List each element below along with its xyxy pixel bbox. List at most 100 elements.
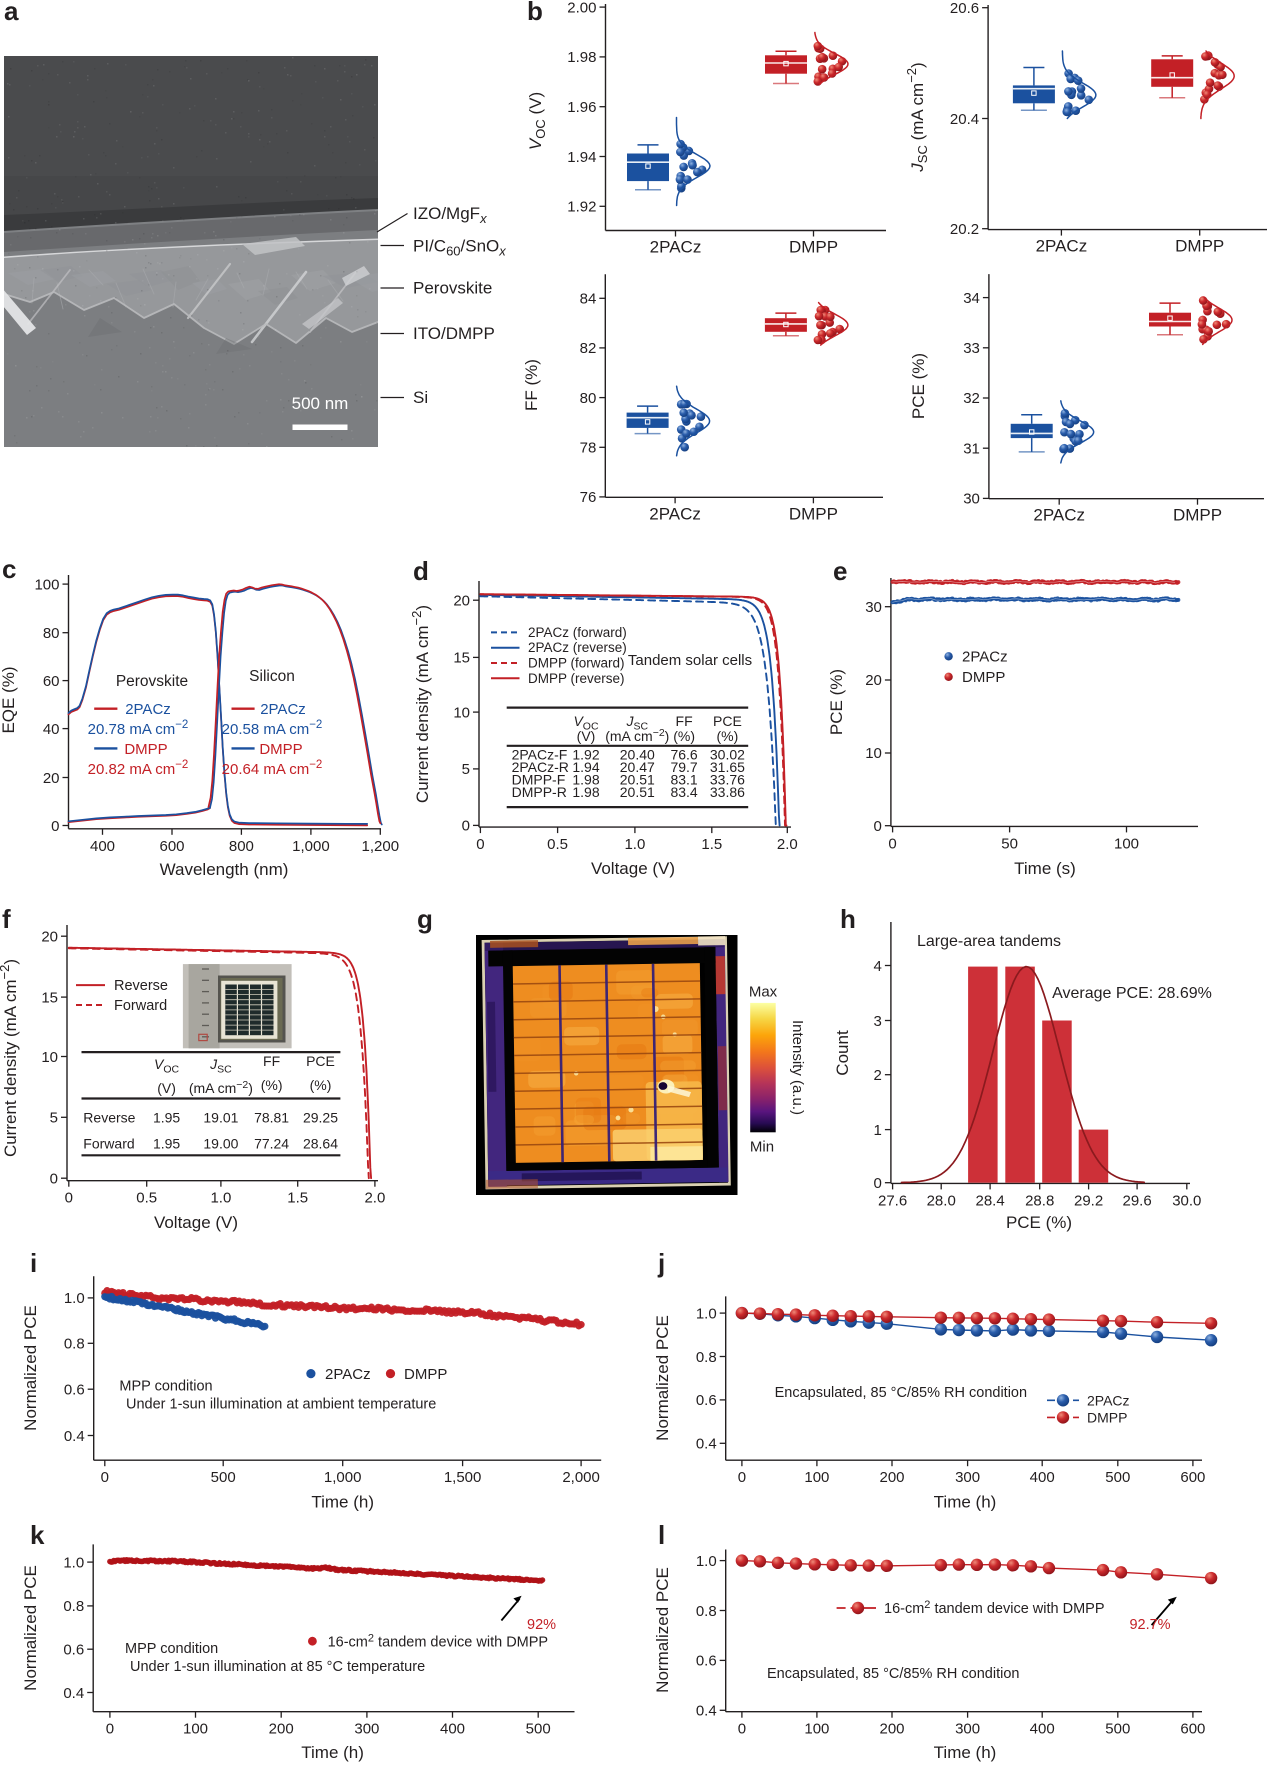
svg-text:0.6: 0.6: [696, 1653, 717, 1670]
svg-text:0: 0: [65, 1190, 73, 1207]
svg-text:DMPP: DMPP: [1173, 506, 1222, 525]
svg-text:20: 20: [865, 672, 882, 689]
svg-text:PCE: PCE: [713, 713, 742, 729]
svg-text:27.6: 27.6: [878, 1192, 907, 1209]
svg-text:1.95: 1.95: [153, 1109, 180, 1125]
svg-text:Perovskite: Perovskite: [413, 279, 492, 298]
svg-text:1.96: 1.96: [567, 99, 596, 116]
svg-text:100: 100: [34, 576, 59, 593]
svg-text:0: 0: [738, 1469, 746, 1486]
svg-text:Voltage (V): Voltage (V): [154, 1213, 238, 1232]
svg-text:Min: Min: [750, 1139, 774, 1156]
svg-text:DMPP: DMPP: [124, 741, 167, 758]
svg-text:DMPP (reverse): DMPP (reverse): [528, 671, 625, 686]
svg-text:1.98: 1.98: [572, 772, 599, 788]
svg-text:2PACz: 2PACz: [650, 238, 702, 257]
svg-text:92%: 92%: [527, 1617, 556, 1633]
svg-text:1,500: 1,500: [444, 1469, 482, 1486]
svg-text:0.4: 0.4: [696, 1436, 717, 1453]
svg-text:Current density (mA cm−2): Current density (mA cm−2): [0, 959, 20, 1157]
svg-text:DMPP: DMPP: [962, 669, 1005, 686]
svg-text:Max: Max: [749, 984, 778, 1001]
svg-text:0.8: 0.8: [64, 1336, 85, 1353]
svg-text:2.0: 2.0: [777, 836, 798, 853]
svg-text:78: 78: [580, 440, 597, 457]
svg-text:0.8: 0.8: [63, 1598, 84, 1615]
svg-text:Normalized PCE: Normalized PCE: [653, 1567, 672, 1693]
svg-text:20.64 mA cm−2: 20.64 mA cm−2: [222, 759, 323, 778]
svg-text:2: 2: [874, 1067, 882, 1084]
svg-text:1,000: 1,000: [324, 1469, 362, 1486]
svg-text:28.0: 28.0: [927, 1192, 956, 1209]
svg-text:1,200: 1,200: [362, 838, 400, 855]
svg-text:Wavelength (nm): Wavelength (nm): [160, 860, 289, 879]
svg-text:100: 100: [1114, 835, 1139, 852]
svg-text:1.0: 1.0: [64, 1290, 85, 1307]
svg-text:100: 100: [804, 1721, 829, 1738]
svg-text:f: f: [2, 904, 11, 934]
svg-text:Reverse: Reverse: [83, 1109, 135, 1125]
svg-text:2PACz: 2PACz: [1087, 1392, 1130, 1408]
svg-text:FF: FF: [263, 1053, 280, 1069]
svg-text:Si: Si: [413, 388, 428, 407]
svg-text:Tandem solar cells: Tandem solar cells: [628, 652, 752, 669]
svg-text:Time (h): Time (h): [311, 1493, 374, 1512]
svg-text:1.98: 1.98: [572, 784, 599, 800]
svg-text:20.6: 20.6: [950, 0, 979, 17]
svg-text:78.81: 78.81: [254, 1109, 289, 1125]
svg-text:2PACz: 2PACz: [1036, 237, 1088, 256]
svg-text:19.01: 19.01: [203, 1109, 238, 1125]
svg-text:1.92: 1.92: [572, 746, 599, 762]
svg-text:1.92: 1.92: [567, 199, 596, 216]
svg-text:800: 800: [229, 838, 254, 855]
svg-text:0.8: 0.8: [696, 1603, 717, 1620]
svg-text:2PACz-F: 2PACz-F: [512, 746, 568, 762]
svg-text:PCE (%): PCE (%): [909, 353, 928, 419]
svg-text:JSC (mA cm−2): JSC (mA cm−2): [904, 62, 930, 172]
svg-text:2PACz: 2PACz: [962, 648, 1008, 665]
svg-text:34: 34: [963, 290, 980, 307]
svg-text:1,000: 1,000: [292, 838, 330, 855]
svg-text:500 nm: 500 nm: [292, 394, 349, 413]
svg-text:200: 200: [269, 1721, 294, 1738]
svg-text:MPP condition: MPP condition: [125, 1641, 218, 1657]
svg-text:92.7%: 92.7%: [1129, 1617, 1170, 1633]
svg-text:20: 20: [41, 929, 58, 946]
svg-text:(%): (%): [673, 728, 695, 744]
svg-text:31: 31: [963, 440, 980, 457]
svg-text:20.40: 20.40: [620, 746, 655, 762]
svg-text:JSC: JSC: [209, 1056, 232, 1076]
svg-text:2PACz: 2PACz: [125, 701, 171, 718]
svg-text:2PACz: 2PACz: [260, 701, 306, 718]
svg-text:i: i: [30, 1248, 37, 1278]
svg-text:5: 5: [462, 761, 470, 778]
svg-text:15: 15: [41, 989, 58, 1006]
svg-text:2.00: 2.00: [567, 0, 596, 16]
svg-text:16-cm2 tandem device with DMPP: 16-cm2 tandem device with DMPP: [884, 1599, 1105, 1617]
svg-text:76.6: 76.6: [670, 746, 697, 762]
svg-text:MPP condition: MPP condition: [119, 1379, 212, 1395]
svg-text:76: 76: [580, 489, 597, 506]
svg-text:0.5: 0.5: [136, 1190, 157, 1207]
svg-text:0.6: 0.6: [696, 1392, 717, 1409]
svg-text:0: 0: [738, 1721, 746, 1738]
svg-text:0: 0: [106, 1721, 114, 1738]
svg-text:(V): (V): [577, 728, 596, 744]
svg-text:Intensity (a.u.): Intensity (a.u.): [789, 1020, 806, 1115]
svg-text:28.4: 28.4: [975, 1192, 1004, 1209]
svg-text:g: g: [417, 904, 433, 934]
svg-text:1.5: 1.5: [701, 836, 722, 853]
svg-text:500: 500: [526, 1721, 551, 1738]
svg-text:1.94: 1.94: [572, 759, 599, 775]
svg-text:1.5: 1.5: [287, 1190, 308, 1207]
svg-text:2PACz-R: 2PACz-R: [512, 759, 569, 775]
svg-text:(mA cm−2): (mA cm−2): [605, 727, 669, 744]
svg-text:500: 500: [1105, 1469, 1130, 1486]
svg-text:Time (h): Time (h): [934, 1493, 997, 1512]
svg-text:b: b: [527, 0, 543, 26]
svg-text:Silicon: Silicon: [249, 668, 295, 685]
svg-text:400: 400: [440, 1721, 465, 1738]
svg-text:20.58 mA cm−2: 20.58 mA cm−2: [222, 719, 323, 738]
svg-text:Time (h): Time (h): [301, 1743, 364, 1762]
svg-text:2PACz (forward): 2PACz (forward): [528, 625, 627, 640]
